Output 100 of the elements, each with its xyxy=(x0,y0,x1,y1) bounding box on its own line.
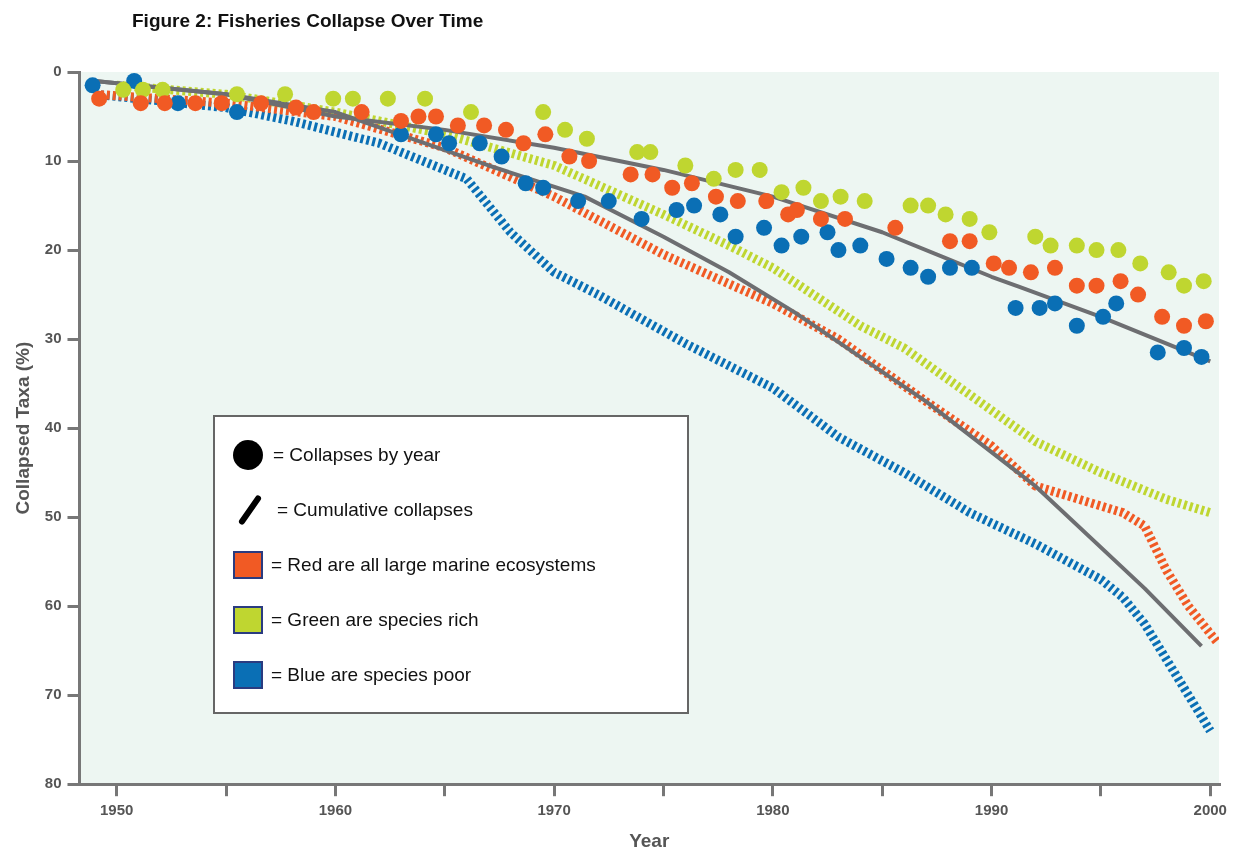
point xyxy=(981,224,998,241)
y-tick-label: 80 xyxy=(44,774,62,792)
point xyxy=(629,144,646,161)
point xyxy=(325,90,342,107)
point xyxy=(379,90,396,107)
point xyxy=(686,197,703,214)
point xyxy=(134,81,151,98)
point xyxy=(557,121,574,138)
point xyxy=(788,201,805,218)
point xyxy=(91,90,108,107)
point xyxy=(887,219,904,236)
point xyxy=(812,210,829,227)
annotation: = Cumulative collapses xyxy=(277,498,473,521)
point xyxy=(773,184,790,201)
legend-label: = Red are all large marine ecosystems xyxy=(271,553,596,576)
x-tick-label: 1960 xyxy=(318,801,353,819)
point xyxy=(941,259,958,276)
x-tick-label: 1990 xyxy=(974,801,1009,819)
point xyxy=(1160,264,1177,281)
point xyxy=(1195,273,1212,290)
point xyxy=(497,121,514,138)
y-tick-label: 40 xyxy=(44,418,62,436)
point xyxy=(1130,286,1147,303)
point xyxy=(758,193,775,210)
point xyxy=(156,95,173,112)
y-tick-label: 0 xyxy=(53,62,62,80)
point xyxy=(1095,308,1112,325)
y-tick-label: 30 xyxy=(44,329,62,347)
legend-label: = Green are species rich xyxy=(271,608,479,631)
point xyxy=(535,179,552,196)
point xyxy=(902,259,919,276)
point xyxy=(1001,259,1018,276)
point xyxy=(353,104,370,121)
point xyxy=(1176,277,1193,294)
point xyxy=(633,210,650,227)
point xyxy=(393,112,409,129)
point xyxy=(1088,277,1105,294)
point xyxy=(228,86,245,103)
point xyxy=(644,166,661,183)
point xyxy=(832,188,849,205)
point xyxy=(751,161,768,178)
point xyxy=(961,233,978,250)
point xyxy=(344,90,361,107)
point xyxy=(878,250,895,267)
point xyxy=(729,193,746,210)
point xyxy=(1132,255,1149,272)
point xyxy=(1108,295,1125,312)
point xyxy=(773,237,790,254)
point xyxy=(1022,264,1039,281)
point xyxy=(1007,299,1024,316)
point xyxy=(727,228,744,245)
point xyxy=(393,126,409,143)
point xyxy=(1068,317,1085,334)
y-tick-label: 10 xyxy=(44,151,62,169)
point xyxy=(795,179,812,196)
point xyxy=(1046,295,1063,312)
point xyxy=(1176,317,1193,334)
point xyxy=(707,188,724,205)
point xyxy=(819,224,836,241)
chart-title: Figure 2: Fisheries Collapse Over Time xyxy=(132,10,484,32)
x-tick-label: 1950 xyxy=(99,801,134,819)
point xyxy=(812,193,829,210)
point xyxy=(476,117,493,134)
point xyxy=(561,148,578,165)
point xyxy=(517,175,534,192)
y-tick-label: 50 xyxy=(44,507,62,525)
point xyxy=(417,90,434,107)
point xyxy=(961,210,978,227)
point xyxy=(1068,277,1085,294)
point xyxy=(963,259,980,276)
point xyxy=(1042,237,1059,254)
point xyxy=(515,135,532,152)
point xyxy=(677,157,694,174)
point xyxy=(664,179,681,196)
point xyxy=(1193,348,1210,365)
point xyxy=(668,201,685,218)
x-tick-label: 1980 xyxy=(756,801,790,819)
point xyxy=(941,233,958,250)
point xyxy=(1027,228,1044,245)
point xyxy=(937,206,954,223)
point xyxy=(837,210,853,227)
legend-label: = Blue are species poor xyxy=(271,663,472,686)
point xyxy=(578,130,595,147)
y-tick-label: 70 xyxy=(44,685,62,703)
point xyxy=(1088,242,1105,259)
point xyxy=(581,153,598,170)
point xyxy=(727,161,744,178)
point xyxy=(1154,308,1171,325)
point xyxy=(288,99,305,116)
point xyxy=(622,166,639,183)
point xyxy=(253,95,270,112)
point xyxy=(115,81,132,98)
point xyxy=(493,148,510,165)
y-tick-label: 20 xyxy=(44,240,62,258)
point xyxy=(410,108,427,125)
point xyxy=(213,95,230,112)
point xyxy=(920,197,937,214)
point xyxy=(1110,242,1127,259)
point xyxy=(570,193,587,210)
point xyxy=(132,95,149,112)
